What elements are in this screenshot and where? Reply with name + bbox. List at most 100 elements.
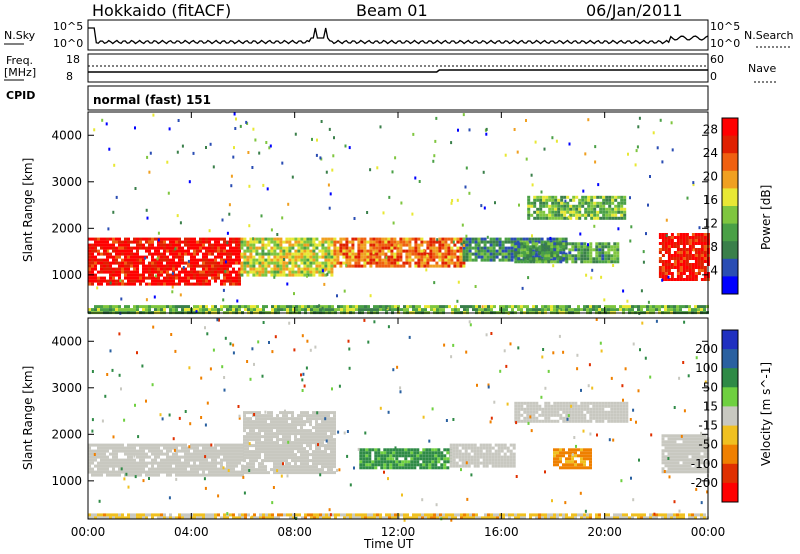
heatmap-cell [703,245,707,248]
heatmap-cell [181,261,184,265]
heatmap-cell [451,308,454,312]
heatmap-cell [324,432,327,436]
heatmap-cell [544,245,548,249]
heatmap-cell [386,448,390,452]
heatmap-cell [255,471,258,475]
heatmap-cell [246,411,249,415]
heatmap-cell [485,446,489,450]
heatmap-cell [592,416,596,420]
heatmap-cell [267,258,271,262]
heatmap-cell [139,305,142,309]
heatmap-cell [246,243,250,247]
heatmap-cell [580,460,583,464]
heatmap-cell [148,261,151,265]
heatmap-cell [160,458,163,462]
heatmap-cell [276,258,280,262]
scatter-cell [617,227,620,231]
heatmap-cell [417,255,421,259]
heatmap-cell [604,257,608,261]
heatmap-cell [554,204,558,208]
heatmap-cell [232,240,235,244]
heatmap-cell [229,276,232,280]
heatmap-cell [559,448,562,452]
heatmap-cell [703,275,707,278]
scatter-cell [168,127,171,131]
heatmap-cell [300,252,304,256]
heatmap-cell [235,455,238,459]
heatmap-cell [358,305,361,309]
heatmap-cell [488,455,492,459]
heatmap-cell [88,267,91,271]
heatmap-cell [541,308,544,312]
heatmap-cell [598,413,602,417]
heatmap-cell [685,254,689,257]
heatmap-cell [500,455,504,459]
heatmap-cell [196,470,199,474]
heatmap-cell [607,416,611,420]
heatmap-cell [485,443,489,447]
heatmap-cell [553,457,556,461]
heatmap-cell [205,464,208,468]
heatmap-cell [643,305,646,309]
heatmap-cell [175,249,178,253]
heatmap-cell [394,308,397,312]
heatmap-cell [679,251,683,254]
heatmap-cell [106,458,109,462]
heatmap-cell [578,216,582,220]
heatmap-cell [133,252,136,256]
heatmap-cell [661,305,664,309]
heatmap-cell [267,453,270,457]
heatmap-cell [208,455,211,459]
heatmap-cell [187,252,190,256]
heatmap-cell [115,461,118,465]
heatmap-cell [433,305,436,309]
heatmap-cell [133,473,136,477]
heatmap-cell [391,305,394,309]
heatmap-cell [328,305,331,309]
heatmap-cell [130,252,133,256]
heatmap-cell [568,416,572,420]
heatmap-cell [300,462,303,466]
heatmap-cell [393,243,397,247]
heatmap-cell [392,460,396,464]
heatmap-cell [264,429,267,433]
heatmap-cell [586,257,590,261]
heatmap-cell [443,466,447,470]
heatmap-cell [688,308,691,312]
heatmap-cell [166,270,169,274]
heatmap-cell [202,308,205,312]
heatmap-cell [569,216,573,220]
heatmap-cell [441,237,445,241]
heatmap-cell [556,260,560,264]
heatmap-cell [297,414,300,418]
heatmap-cell [376,308,379,312]
heatmap-cell [312,465,315,469]
heatmap-cell [380,454,384,458]
heatmap-cell [264,237,268,241]
heatmap-cell [502,308,505,312]
scatter-cell [486,235,489,239]
heatmap-cell [607,305,610,309]
heatmap-cell [121,458,124,462]
heatmap-cell [387,258,391,262]
heatmap-cell [217,276,220,280]
heatmap-cell [249,465,252,469]
heatmap-cell [613,404,617,408]
heatmap-cell [393,246,397,250]
heatmap-cell [365,448,369,452]
heatmap-cell [500,464,504,468]
heatmap-cell [94,464,97,468]
heatmap-cell [363,240,367,244]
heatmap-cell [273,240,277,244]
heatmap-cell [426,246,430,250]
heatmap-cell [423,255,427,259]
heatmap-cell [178,243,181,247]
heatmap-cell [103,237,106,241]
heatmap-cell [163,467,166,471]
heatmap-cell [264,252,268,256]
heatmap-cell [661,260,665,263]
heatmap-cell [261,468,264,472]
heatmap-cell [514,242,518,246]
scatter-cell [343,289,346,293]
heatmap-cell [163,255,166,259]
